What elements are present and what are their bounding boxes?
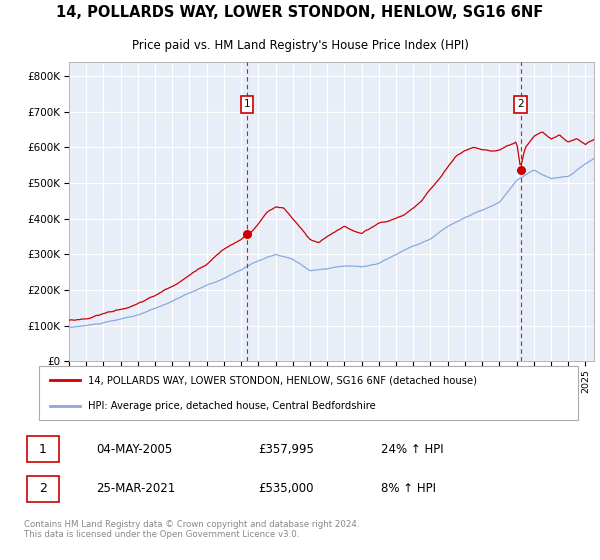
Text: 1: 1: [39, 442, 47, 455]
Text: 14, POLLARDS WAY, LOWER STONDON, HENLOW, SG16 6NF (detached house): 14, POLLARDS WAY, LOWER STONDON, HENLOW,…: [88, 375, 477, 385]
FancyBboxPatch shape: [27, 477, 59, 502]
Text: 25-MAR-2021: 25-MAR-2021: [97, 483, 176, 496]
Text: £357,995: £357,995: [259, 442, 314, 455]
Text: 2: 2: [517, 100, 524, 109]
FancyBboxPatch shape: [27, 436, 59, 463]
Text: HPI: Average price, detached house, Central Bedfordshire: HPI: Average price, detached house, Cent…: [88, 402, 376, 412]
FancyBboxPatch shape: [39, 366, 578, 421]
Text: 04-MAY-2005: 04-MAY-2005: [97, 442, 173, 455]
Text: 14, POLLARDS WAY, LOWER STONDON, HENLOW, SG16 6NF: 14, POLLARDS WAY, LOWER STONDON, HENLOW,…: [56, 6, 544, 20]
Text: 2: 2: [39, 483, 47, 496]
Text: Price paid vs. HM Land Registry's House Price Index (HPI): Price paid vs. HM Land Registry's House …: [131, 39, 469, 53]
Text: 1: 1: [244, 100, 250, 109]
Text: Contains HM Land Registry data © Crown copyright and database right 2024.
This d: Contains HM Land Registry data © Crown c…: [24, 520, 359, 539]
Text: £535,000: £535,000: [259, 483, 314, 496]
Text: 8% ↑ HPI: 8% ↑ HPI: [381, 483, 436, 496]
Text: 24% ↑ HPI: 24% ↑ HPI: [381, 442, 444, 455]
